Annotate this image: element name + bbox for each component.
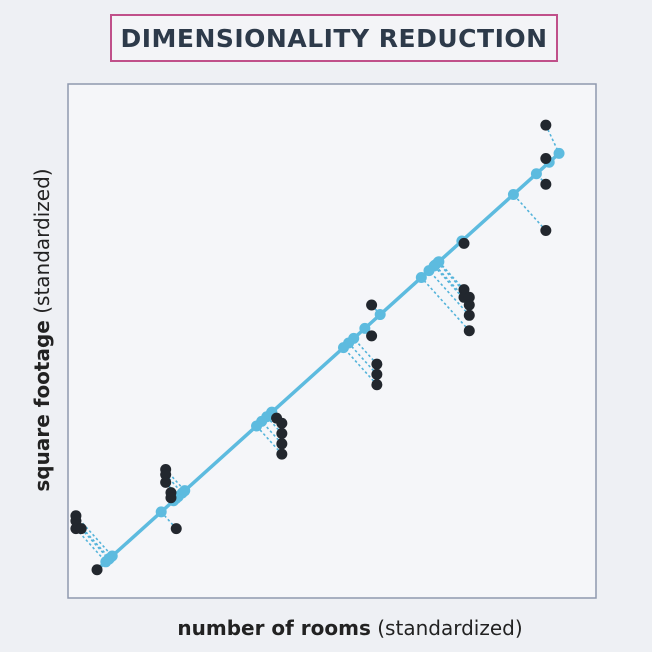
data-point <box>160 469 172 481</box>
data-point <box>371 379 383 391</box>
projection-line <box>438 261 465 291</box>
projected-point <box>337 342 349 354</box>
projection-line <box>348 342 378 375</box>
projection-line <box>428 270 470 316</box>
data-point <box>160 476 172 488</box>
projection-line <box>75 520 111 559</box>
projection-line <box>353 337 378 365</box>
data-point <box>70 515 82 527</box>
projected-point <box>103 553 115 565</box>
projection-line <box>433 265 470 306</box>
data-point <box>75 523 87 535</box>
data-point <box>540 119 552 131</box>
y-axis-label-main: square footage <box>30 320 54 492</box>
plot-area <box>67 83 597 599</box>
projection-line <box>75 528 107 563</box>
projected-point <box>374 309 386 321</box>
data-point <box>276 428 288 440</box>
data-point <box>366 299 378 311</box>
x-axis-label-main: number of rooms <box>177 616 371 640</box>
data-point <box>463 291 475 303</box>
projected-point <box>553 147 565 159</box>
data-point <box>91 564 103 576</box>
x-axis-label: number of rooms (standardized) <box>177 616 522 640</box>
data-point <box>463 325 475 337</box>
data-point <box>276 417 288 429</box>
data-point <box>540 224 552 236</box>
data-points <box>70 119 552 576</box>
projected-point <box>359 322 371 334</box>
data-point <box>276 438 288 450</box>
data-point <box>463 309 475 321</box>
projection-line <box>420 276 470 332</box>
chart-title: DIMENSIONALITY REDUCTION <box>120 23 548 53</box>
projection-line <box>160 511 177 530</box>
projected-point <box>415 271 427 283</box>
projected-point <box>530 168 542 180</box>
projection-line <box>80 528 110 560</box>
data-point <box>463 299 475 311</box>
data-point <box>458 237 470 249</box>
data-point <box>165 492 177 504</box>
data-point <box>371 358 383 370</box>
projection-line <box>255 425 283 455</box>
projected-point <box>423 265 435 277</box>
data-point <box>540 153 552 165</box>
projected-point <box>251 420 263 432</box>
projection-line <box>266 416 283 435</box>
x-axis-label-qualifier: (standardized) <box>377 616 523 640</box>
projection-line <box>342 347 378 386</box>
y-axis-label: square footage (standardized) <box>30 168 54 491</box>
data-point <box>276 448 288 460</box>
chart-title-box: DIMENSIONALITY REDUCTION <box>110 14 558 62</box>
data-point <box>366 330 378 342</box>
projected-point <box>155 506 167 518</box>
projected-point <box>507 189 519 201</box>
projection-line <box>75 515 113 557</box>
y-axis-label-qualifier: (standardized) <box>30 168 54 314</box>
projection-line <box>512 193 547 232</box>
data-point <box>540 178 552 190</box>
data-point <box>170 523 182 535</box>
data-point <box>371 368 383 380</box>
data-point <box>458 284 470 296</box>
